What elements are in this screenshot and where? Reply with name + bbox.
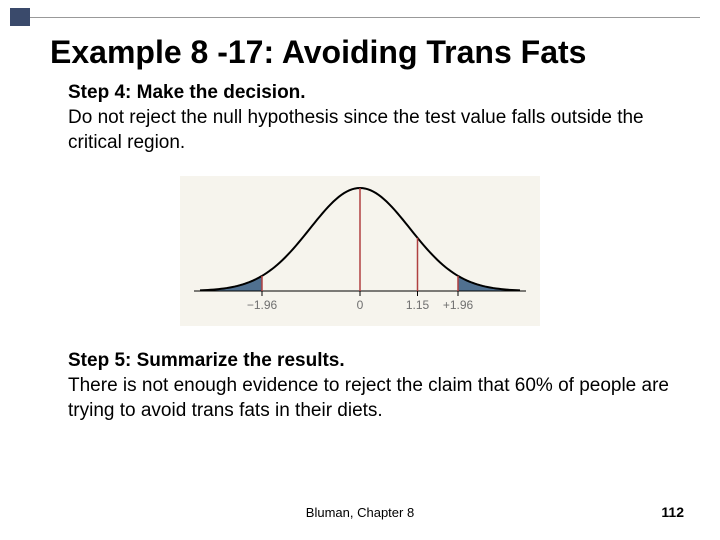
axis-label: 1.15: [406, 298, 430, 312]
step4-body: Do not reject the null hypothesis since …: [68, 106, 670, 155]
footer-source: Bluman, Chapter 8: [0, 505, 720, 520]
step4-heading: Step 4: Make the decision.: [68, 82, 306, 104]
normal-distribution-chart: −1.96 0 1.15 +1.96: [180, 176, 540, 326]
step5-heading: Step 5: Summarize the results.: [68, 350, 345, 372]
axis-label: 0: [357, 298, 364, 312]
page-number: 112: [661, 504, 684, 520]
step5-body: There is not enough evidence to reject t…: [68, 374, 670, 423]
corner-decoration: [10, 8, 30, 26]
axis-label: −1.96: [247, 298, 278, 312]
axis-label: +1.96: [443, 298, 474, 312]
header-rule: [30, 17, 700, 18]
page-title: Example 8 -17: Avoiding Trans Fats: [50, 34, 586, 71]
